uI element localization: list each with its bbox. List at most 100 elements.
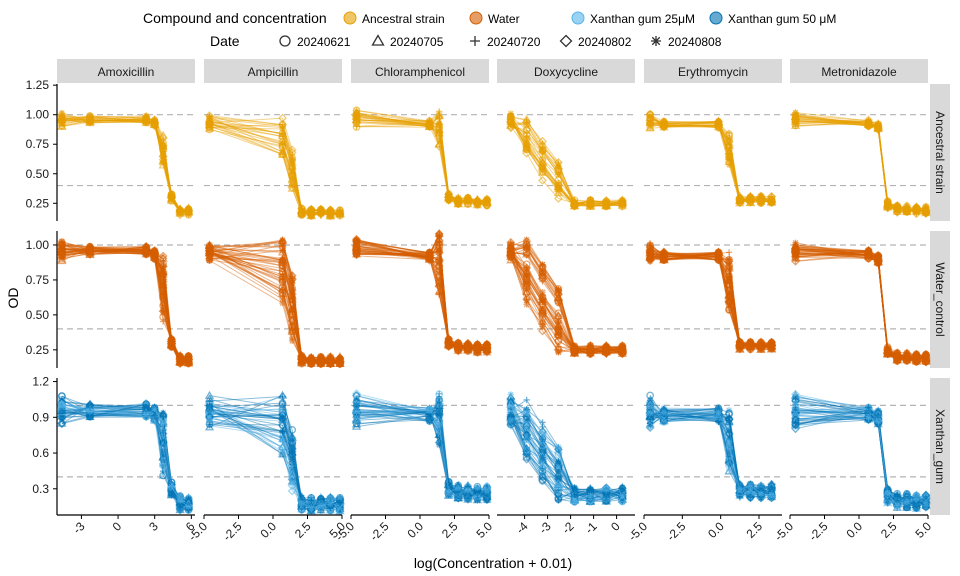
series-line	[356, 124, 488, 204]
legend-compound-title: Compound and concentration	[143, 10, 327, 26]
data-point	[317, 502, 325, 509]
series-line	[209, 122, 341, 216]
data-point	[317, 209, 325, 217]
series-line	[650, 411, 772, 492]
series-line	[650, 122, 772, 203]
legend-date-20240705-label: 20240705	[390, 35, 444, 49]
data-point	[523, 409, 530, 416]
data-point	[159, 263, 167, 271]
data-point	[308, 504, 315, 511]
data-point	[306, 505, 316, 515]
data-point	[57, 419, 67, 429]
data-point	[288, 479, 296, 486]
data-point	[278, 276, 287, 286]
series-line	[209, 115, 340, 216]
data-point	[474, 484, 481, 491]
data-point	[206, 416, 213, 424]
x-tick-label: 2.5	[439, 519, 461, 541]
strip-doxycycline: Doxycycline	[497, 59, 635, 83]
panel-ampicillin-ancestral-strain	[204, 111, 345, 220]
series-line	[356, 122, 487, 205]
series-line	[209, 250, 340, 365]
data-point	[539, 454, 546, 461]
data-point	[58, 414, 66, 422]
data-point	[279, 295, 286, 303]
x-tick-label: 0.0	[257, 519, 279, 541]
data-point	[288, 156, 296, 163]
series-line	[795, 123, 927, 212]
legend-date-20240720-label: 20240720	[487, 35, 541, 49]
panel-amoxicillin-ancestral-strain: 0.250.500.751.001.25	[26, 78, 195, 221]
data-point	[287, 293, 297, 303]
series-line	[649, 252, 772, 350]
data-point	[288, 163, 296, 170]
series-line	[649, 253, 772, 350]
y-tick-label: 0.50	[26, 308, 50, 322]
legend-xanthan-gum-25-m-swatch	[571, 11, 585, 25]
series-line	[356, 255, 487, 351]
y-tick-label: 1.00	[26, 238, 50, 252]
data-point	[167, 191, 176, 201]
x-tick-label: -5.0	[626, 519, 651, 544]
series-line	[650, 255, 772, 350]
series-line	[356, 116, 487, 205]
x-tick-label: -2.5	[367, 519, 392, 544]
series-line	[650, 250, 772, 350]
series-line	[356, 119, 487, 202]
series-line	[209, 248, 340, 363]
data-point	[175, 504, 185, 514]
panel-doxycycline-xanthan-gum	[497, 391, 635, 506]
series-line	[209, 254, 341, 365]
data-point	[279, 241, 286, 249]
series-line	[795, 121, 927, 213]
data-point	[287, 316, 297, 326]
data-point	[434, 128, 444, 137]
x-tick-label: 0	[608, 519, 623, 534]
data-point	[463, 194, 473, 204]
y-tick-label: 0.75	[26, 137, 50, 151]
data-point	[58, 408, 66, 416]
data-point	[555, 443, 562, 451]
data-point	[287, 285, 297, 295]
data-point	[434, 139, 444, 148]
data-point	[175, 210, 185, 220]
data-point	[587, 492, 594, 499]
data-point	[159, 447, 167, 455]
x-tick-label: 0.0	[705, 519, 727, 541]
data-point	[435, 421, 443, 428]
data-point	[444, 192, 454, 202]
data-point	[206, 252, 213, 259]
data-point	[142, 400, 151, 408]
series-line	[356, 114, 488, 205]
data-point	[86, 113, 94, 120]
series-line	[650, 121, 772, 203]
data-point	[159, 471, 167, 480]
series-line	[209, 247, 341, 365]
data-point	[725, 438, 733, 446]
data-point	[455, 343, 462, 350]
data-point	[327, 355, 334, 363]
data-point	[278, 414, 287, 424]
data-point	[482, 195, 492, 205]
strip-amoxicillin: Amoxicillin	[57, 59, 195, 83]
data-point	[298, 357, 305, 364]
data-point	[279, 123, 286, 130]
data-point	[287, 179, 297, 188]
x-tick-label: 2.5	[292, 519, 314, 541]
data-point	[159, 136, 167, 143]
row-strip-label: Water_control	[933, 262, 947, 336]
series-line	[61, 115, 189, 216]
legend-date-title: Date	[210, 33, 240, 49]
series-line	[650, 252, 772, 350]
data-point	[715, 248, 722, 256]
data-point	[523, 245, 530, 252]
series-line	[209, 250, 341, 365]
legend-ancestral-strain-swatch	[343, 11, 357, 25]
y-tick-label: 0.25	[26, 343, 50, 357]
series-line	[356, 243, 488, 353]
data-point	[158, 251, 168, 261]
legend-water-label: Water	[488, 12, 520, 26]
data-point	[308, 497, 315, 504]
series-line	[649, 248, 772, 348]
data-point	[523, 280, 530, 288]
